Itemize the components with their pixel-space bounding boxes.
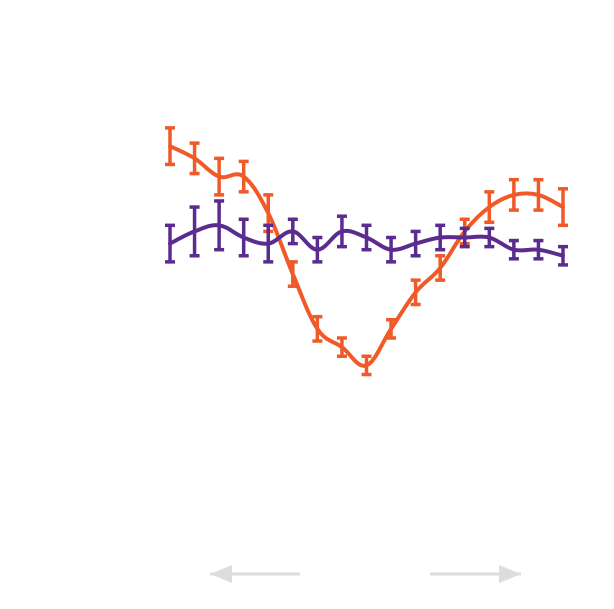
series-layer [165,126,568,377]
nav-arrows [210,565,521,583]
data-point [340,229,344,233]
data-point [266,242,270,246]
data-point [217,175,221,179]
data-point [315,248,319,252]
data-point [365,363,368,367]
data-point [193,156,197,160]
data-point [242,236,246,240]
data-point [168,242,172,246]
arrow-left-icon[interactable] [210,565,300,583]
arrow-head [210,565,232,583]
data-point [561,205,565,209]
data-point [365,236,368,240]
data-point [389,327,393,331]
data-point [389,248,393,252]
data-point [414,290,418,294]
data-point [512,248,516,252]
data-point [193,229,197,233]
arrow-right-icon[interactable] [430,565,521,583]
data-point [438,266,442,270]
series-0 [165,126,568,377]
series-1 [165,199,568,267]
data-point [463,236,467,240]
data-point [536,248,540,252]
data-point [266,211,270,215]
data-point [561,254,565,258]
data-point [340,345,344,349]
data-point [315,327,319,331]
data-point [291,229,295,233]
data-point [487,236,491,240]
data-point [414,242,418,246]
data-point [217,223,221,227]
data-point [512,193,516,197]
series-line [168,144,565,368]
data-point [487,205,491,209]
data-point [242,175,246,179]
arrow-head [499,565,521,583]
data-point [291,272,295,276]
data-point [536,193,540,197]
data-point [438,236,442,240]
data-point [168,144,172,148]
